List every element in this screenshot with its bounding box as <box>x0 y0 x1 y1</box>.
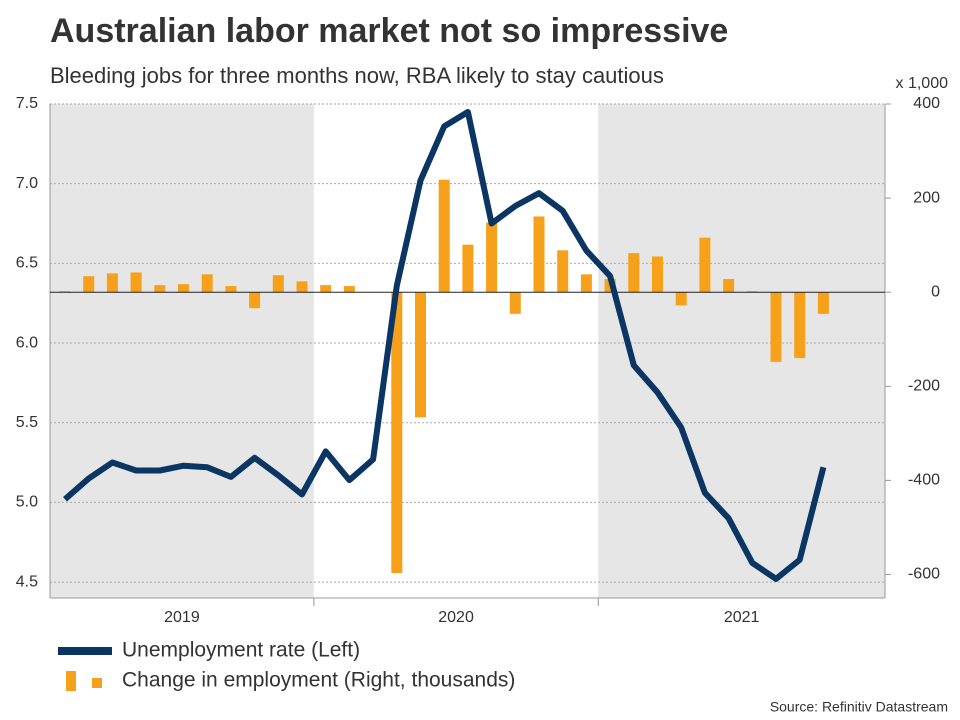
chart-subtitle: Bleeding jobs for three months now, RBA … <box>50 63 664 88</box>
x-tick-label: 2020 <box>438 609 474 626</box>
bar <box>509 292 521 314</box>
bar <box>438 179 450 293</box>
y2-tick-label: -200 <box>908 378 940 395</box>
bar <box>83 276 95 293</box>
bar <box>652 256 663 293</box>
bar <box>533 216 545 293</box>
bar <box>320 285 332 293</box>
y2-unit-label: x 1,000 <box>896 75 949 92</box>
legend-label: Unemployment rate (Left) <box>122 639 360 662</box>
line <box>63 109 827 582</box>
legend-label: Change in employment (Right, thousands) <box>122 669 515 692</box>
bar <box>249 292 261 309</box>
x-tick-label: 2019 <box>164 609 200 626</box>
bar <box>343 286 355 293</box>
bar <box>225 286 237 293</box>
bar <box>770 292 782 362</box>
y2-tick-label: 0 <box>931 283 940 300</box>
legend-swatch <box>66 671 76 691</box>
bar <box>675 292 687 306</box>
bar <box>415 292 426 418</box>
bar <box>201 274 213 293</box>
bar <box>130 272 142 293</box>
y-tick-label: 7.5 <box>16 95 38 112</box>
y-tick-label: 6.0 <box>16 334 38 351</box>
bar <box>106 273 118 293</box>
bar <box>557 250 569 293</box>
bar <box>699 237 711 293</box>
y2-tick-label: 200 <box>913 189 940 206</box>
year-band <box>50 104 314 598</box>
bar <box>154 285 166 293</box>
y-tick-label: 4.5 <box>16 573 38 590</box>
bar <box>817 292 829 314</box>
bar <box>272 275 284 293</box>
y2-tick-label: -600 <box>908 566 940 583</box>
bar <box>391 292 403 574</box>
y-tick-label: 6.5 <box>16 255 38 272</box>
y2-tick-label: 400 <box>913 95 940 112</box>
bar <box>628 253 640 293</box>
bar <box>178 284 189 293</box>
bar <box>794 292 806 359</box>
x-tick-label: 2021 <box>724 609 760 626</box>
y-tick-label: 5.5 <box>16 414 38 431</box>
y2-tick-label: -400 <box>908 472 940 489</box>
legend-swatch <box>92 678 102 688</box>
bar <box>723 279 735 293</box>
chart-title: Australian labor market not so impressiv… <box>50 12 728 50</box>
y-tick-label: 5.0 <box>16 494 38 511</box>
bar <box>580 274 592 293</box>
year-band <box>598 104 885 598</box>
y-tick-label: 7.0 <box>16 175 38 192</box>
source: Source: Refinitiv Datastream <box>770 699 948 715</box>
bar <box>296 281 308 293</box>
bar <box>486 222 498 293</box>
bar <box>462 244 474 293</box>
